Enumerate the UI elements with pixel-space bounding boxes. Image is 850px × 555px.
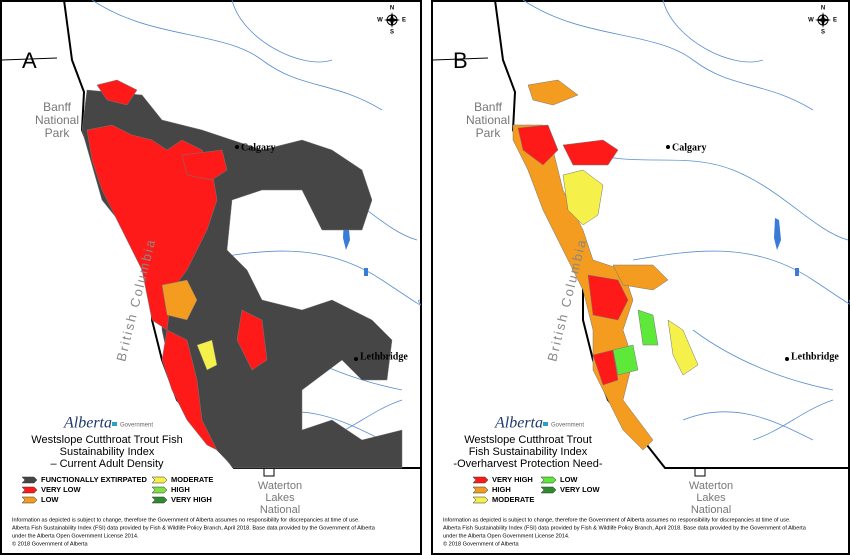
- map-title: Fish Sustainability Index: [469, 446, 588, 458]
- watershed: [562, 139, 619, 166]
- map-title: Westslope Cutthroat Trout: [464, 434, 592, 446]
- map-title: – Current Adult Density: [50, 458, 164, 470]
- logo-sub: Government: [551, 423, 584, 429]
- map-title: Westslope Cutthroat Trout Fish: [31, 434, 182, 446]
- compass-letter: E: [402, 18, 406, 24]
- waterton-label: Lakes: [265, 492, 295, 504]
- legend-swatch: [472, 486, 489, 494]
- city-label: Lethbridge: [360, 351, 408, 362]
- footer-note: Alberta Fish Sustainability Index (FSI) …: [12, 525, 376, 531]
- waterton-label: Waterton: [689, 480, 733, 492]
- city-label: Calgary: [672, 142, 706, 153]
- park-label: Banff: [474, 100, 502, 114]
- legend-swatch: [21, 476, 38, 484]
- watershed: [587, 274, 629, 321]
- legend-label: HIGH: [492, 485, 511, 494]
- legend-swatch: [540, 486, 557, 494]
- compass-letter: N: [821, 6, 825, 12]
- legend-swatch: [472, 476, 489, 484]
- legend-swatch: [540, 476, 557, 484]
- legend-swatch: [151, 496, 168, 504]
- watershed: [612, 264, 669, 291]
- panel-label: A: [22, 48, 37, 73]
- city-dot: [785, 357, 789, 361]
- logo-mark: [112, 422, 117, 426]
- legend-label: MODERATE: [492, 495, 534, 504]
- legend-swatch: [21, 486, 38, 494]
- logo: Alberta: [494, 415, 543, 432]
- compass-letter: S: [821, 30, 825, 36]
- footer-note: under the Alberta Open Government Licens…: [443, 533, 570, 539]
- footer-note: Information as depicted is subject to ch…: [12, 517, 360, 523]
- city-dot: [235, 145, 239, 149]
- compass-letter: E: [833, 18, 837, 24]
- footer-note: Alberta Fish Sustainability Index (FSI) …: [443, 525, 807, 531]
- legend-label: VERY LOW: [560, 485, 601, 494]
- park-label: Banff: [43, 100, 71, 114]
- city-dot: [666, 145, 670, 149]
- map: [81, 79, 403, 469]
- park-label: National: [35, 113, 79, 127]
- park-label: Park: [45, 126, 71, 140]
- legend-label: HIGH: [171, 485, 190, 494]
- watershed: [96, 79, 138, 106]
- watershed: [86, 124, 218, 331]
- footer-note: © 2018 Government of Alberta: [12, 540, 89, 547]
- compass-letter: W: [377, 18, 383, 24]
- city-label: Lethbridge: [791, 351, 839, 362]
- compass-rose: [815, 12, 831, 28]
- waterton-label: National: [691, 504, 731, 516]
- map: [512, 79, 699, 451]
- watershed: [562, 169, 604, 226]
- map-title: -Overharvest Protection Need-: [453, 458, 603, 470]
- logo-mark: [543, 422, 548, 426]
- watershed: [161, 329, 218, 451]
- watershed: [196, 339, 218, 371]
- compass-letter: W: [808, 18, 814, 24]
- logo: Alberta: [63, 415, 112, 432]
- waterton-label: National: [260, 504, 300, 516]
- legend-label: FUNCTIONALLY EXTIRPATED: [41, 475, 148, 484]
- park-label: Park: [476, 126, 502, 140]
- footer-note: Information as depicted is subject to ch…: [443, 517, 791, 523]
- panel: BBanffNationalParkCalgaryLethbridgeBriti…: [432, 0, 850, 547]
- watershed: [592, 349, 619, 386]
- compass-letter: S: [390, 30, 394, 36]
- legend-swatch: [151, 476, 168, 484]
- watershed: [527, 79, 579, 106]
- legend-swatch: [21, 496, 38, 504]
- legend-label: VERY HIGH: [492, 475, 533, 484]
- watershed: [637, 309, 659, 346]
- watershed: [667, 319, 699, 376]
- waterton-label: Lakes: [696, 492, 726, 504]
- footer-note: © 2018 Government of Alberta: [443, 540, 520, 547]
- park-label: National: [466, 113, 510, 127]
- watershed: [161, 279, 198, 321]
- map-title: Sustainability Index: [60, 446, 155, 458]
- compass-letter: N: [390, 6, 394, 12]
- city-label: Calgary: [241, 142, 275, 153]
- watershed: [517, 124, 559, 166]
- legend-label: VERY HIGH: [171, 495, 212, 504]
- legend-label: LOW: [41, 495, 59, 504]
- watershed: [236, 309, 268, 371]
- footer-note: under the Alberta Open Government Licens…: [12, 533, 139, 539]
- compass-rose: [384, 12, 400, 28]
- legend-label: VERY LOW: [41, 485, 82, 494]
- city-dot: [354, 357, 358, 361]
- legend-label: MODERATE: [171, 475, 213, 484]
- logo-sub: Government: [120, 423, 153, 429]
- legend-label: LOW: [560, 475, 578, 484]
- legend-swatch: [151, 486, 168, 494]
- watershed: [181, 149, 228, 181]
- panel-label: B: [453, 48, 468, 73]
- waterton-label: Waterton: [258, 480, 302, 492]
- watershed: [612, 344, 639, 376]
- legend-swatch: [472, 496, 489, 504]
